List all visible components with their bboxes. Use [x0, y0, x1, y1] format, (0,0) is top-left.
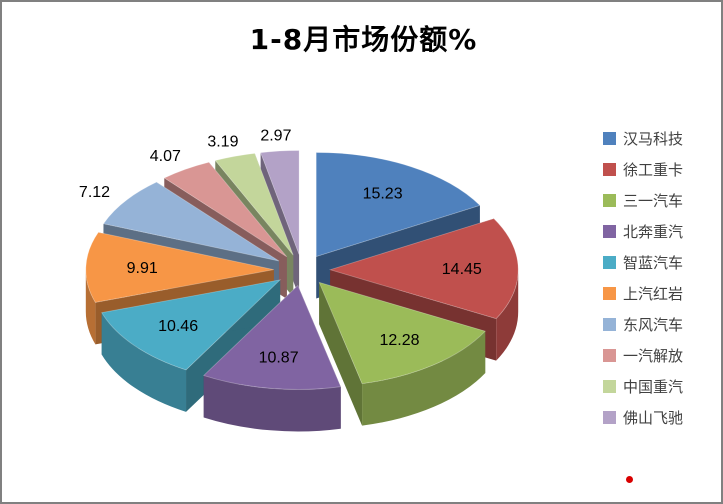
legend-label: 东风汽车: [623, 318, 684, 334]
legend-swatch: [603, 318, 616, 331]
slice-top-face: [328, 218, 519, 320]
slice-top-face: [315, 152, 481, 258]
legend-label: 智蓝汽车: [623, 256, 684, 272]
legend-swatch: [603, 163, 616, 176]
legend-label: 三一汽车: [623, 194, 684, 210]
slice-top-face: [318, 281, 486, 385]
data-label: 10.87: [259, 349, 299, 366]
legend-swatch: [603, 256, 616, 269]
data-label: 9.91: [127, 260, 158, 277]
legend-label: 汉马科技: [623, 132, 684, 148]
legend-swatch: [603, 287, 616, 300]
slice-rim-wall: [362, 331, 486, 426]
data-label: 12.28: [379, 332, 419, 349]
slice-side-wall: [319, 282, 363, 426]
legend-label: 中国重汽: [623, 380, 684, 396]
data-label: 15.23: [363, 186, 403, 203]
legend-item: 一汽解放: [603, 345, 683, 366]
slice-top-face: [202, 284, 342, 390]
data-label: 7.12: [79, 184, 110, 201]
legend-swatch: [603, 411, 616, 424]
chart-legend: 汉马科技徐工重卡三一汽车北奔重汽智蓝汽车上汽红岩东风汽车一汽解放中国重汽佛山飞驰: [603, 128, 683, 428]
pie-slice: [318, 281, 486, 426]
slice-top-face: [260, 150, 300, 255]
legend-item: 中国重汽: [603, 376, 683, 397]
slice-top-face: [101, 279, 282, 371]
legend-item: 佛山飞驰: [603, 407, 683, 428]
slice-rim-wall: [203, 375, 341, 432]
legend-swatch: [603, 225, 616, 238]
data-label: 3.19: [207, 134, 238, 151]
slice-top-face: [85, 231, 274, 303]
legend-item: 三一汽车: [603, 190, 683, 211]
data-label: 14.45: [442, 261, 482, 278]
slice-top-face: [163, 161, 288, 258]
chart-title: 1-8月市场份额%: [249, 23, 478, 56]
pie-chart: 15.23 14.45 12.28 10.87 10.46 9.91 7.12 4.07 3.1…: [79, 128, 519, 432]
slice-top-face: [102, 181, 280, 262]
legend-swatch: [603, 380, 616, 393]
legend-item: 上汽红岩: [603, 283, 683, 304]
legend-label: 佛山飞驰: [623, 411, 684, 427]
legend-item: 北奔重汽: [603, 221, 683, 242]
legend-swatch: [603, 132, 616, 145]
slice-rim-wall: [101, 312, 187, 412]
legend-item: 东风汽车: [603, 314, 683, 335]
legend-item: 智蓝汽车: [603, 252, 683, 273]
legend-label: 一汽解放: [623, 349, 684, 365]
pie-slice: [202, 284, 342, 432]
data-label: 4.07: [150, 148, 181, 165]
legend-label: 徐工重卡: [623, 163, 684, 179]
legend-swatch: [603, 194, 616, 207]
legend-label: 北奔重汽: [623, 225, 684, 241]
slice-rim-wall: [496, 269, 519, 361]
slice-top-face: [214, 152, 294, 256]
legend-swatch: [603, 349, 616, 362]
slice-rim-wall: [85, 269, 96, 345]
red-dot-marker: [626, 476, 633, 483]
legend-label: 上汽红岩: [623, 287, 684, 303]
data-label: 2.97: [260, 128, 291, 145]
legend-item: 徐工重卡: [603, 159, 683, 180]
data-label: 10.46: [158, 318, 198, 335]
legend-item: 汉马科技: [603, 128, 683, 149]
